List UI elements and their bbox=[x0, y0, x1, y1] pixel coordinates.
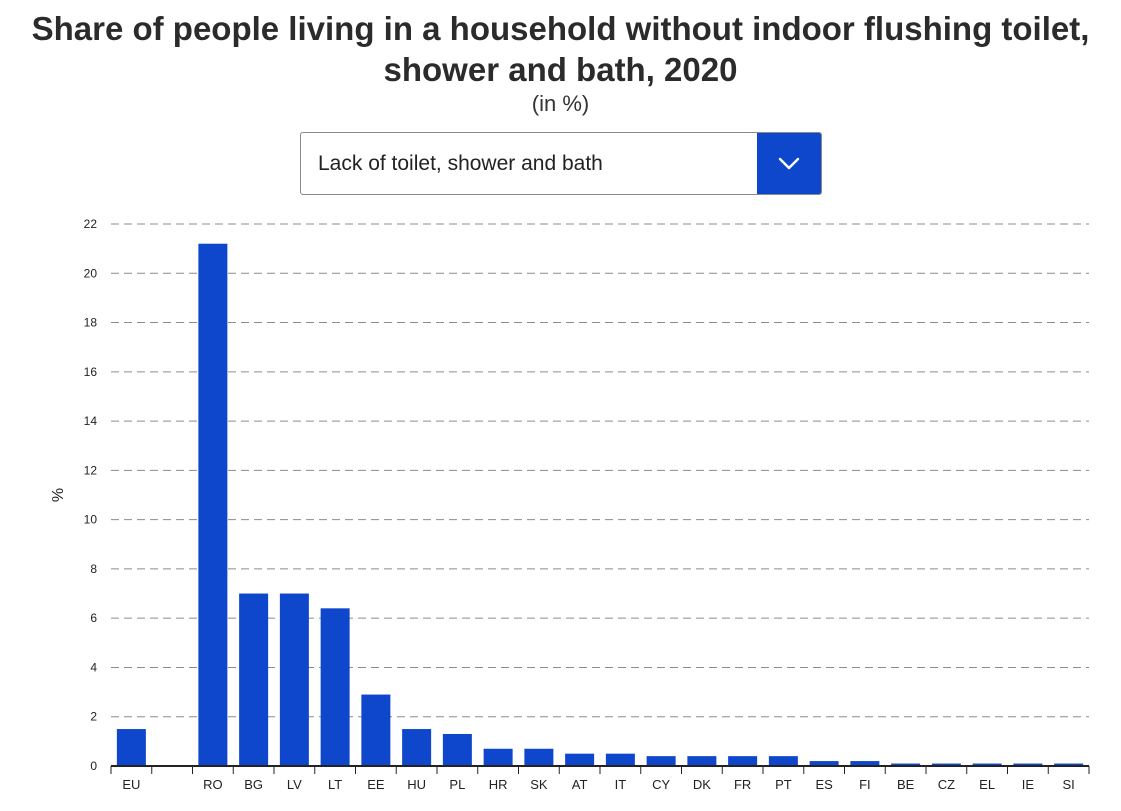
y-axis-label: % bbox=[50, 488, 67, 502]
x-tick-label: IT bbox=[615, 777, 627, 792]
x-tick-label: EL bbox=[979, 777, 995, 792]
x-tick-label: BE bbox=[897, 777, 915, 792]
x-tick-label: HU bbox=[407, 777, 426, 792]
bar-LT bbox=[320, 608, 350, 766]
bar-EE bbox=[361, 694, 391, 766]
chevron-down-icon bbox=[778, 157, 800, 170]
bar-SI bbox=[1054, 763, 1084, 766]
bar-DK bbox=[687, 756, 717, 766]
y-tick-label: 0 bbox=[90, 759, 97, 773]
x-tick-label: FR bbox=[734, 777, 751, 792]
y-tick-label: 20 bbox=[84, 266, 98, 280]
x-tick-label: CZ bbox=[938, 777, 955, 792]
x-tick-label: AT bbox=[572, 777, 588, 792]
bar-chart: 0 2 4 6 8 10 12 14 16 18 20 22% EU RO BG LV LT EE HU PL HR SK… bbox=[50, 217, 1090, 792]
bar-LV bbox=[279, 593, 309, 766]
bar-HR bbox=[483, 748, 513, 766]
y-tick-label: 8 bbox=[90, 562, 97, 576]
bar-BG bbox=[239, 593, 269, 766]
x-tick-label: SI bbox=[1062, 777, 1074, 792]
y-tick-label: 12 bbox=[84, 463, 98, 477]
x-tick-label: PT bbox=[775, 777, 792, 792]
x-tick-label: IE bbox=[1022, 777, 1035, 792]
x-tick-label: PL bbox=[449, 777, 465, 792]
chart-subtitle: (in %) bbox=[531, 91, 590, 116]
indicator-select-toggle-button[interactable] bbox=[757, 133, 821, 194]
y-tick-label: 6 bbox=[90, 611, 97, 625]
bar-CY bbox=[646, 756, 676, 766]
bar-FI bbox=[850, 761, 880, 766]
x-tick-label: LV bbox=[287, 777, 302, 792]
bar-AT bbox=[565, 753, 595, 766]
x-tick-label: DK bbox=[693, 777, 711, 792]
x-tick-label: BG bbox=[244, 777, 263, 792]
y-tick-label: 2 bbox=[90, 710, 97, 724]
y-tick-label: 22 bbox=[84, 217, 98, 231]
bar-HU bbox=[402, 729, 432, 766]
bar-EL bbox=[972, 763, 1002, 766]
x-tick-label: LT bbox=[328, 777, 342, 792]
y-tick-label: 16 bbox=[84, 365, 98, 379]
bar-ES bbox=[809, 761, 839, 766]
y-tick-label: 10 bbox=[84, 513, 98, 527]
bar-IE bbox=[1013, 763, 1043, 766]
y-tick-label: 14 bbox=[84, 414, 98, 428]
x-tick-label: EE bbox=[367, 777, 385, 792]
y-tick-label: 4 bbox=[90, 660, 97, 674]
bar-FR bbox=[728, 756, 758, 766]
x-tick-label: FI bbox=[859, 777, 871, 792]
bar-PL bbox=[442, 733, 472, 766]
chart-title: Share of people living in a household wi… bbox=[0, 8, 1121, 90]
indicator-select[interactable]: Lack of toilet, shower and bath bbox=[300, 132, 822, 195]
x-tick-label: ES bbox=[815, 777, 833, 792]
x-tick-label: RO bbox=[203, 777, 223, 792]
x-tick-label: HR bbox=[489, 777, 508, 792]
x-tick-label: SK bbox=[530, 777, 548, 792]
bar-BE bbox=[891, 763, 921, 766]
chart-title-line-2: shower and bath, 2020 bbox=[383, 51, 738, 88]
bar-PT bbox=[768, 756, 798, 766]
y-tick-label: 18 bbox=[84, 316, 98, 330]
x-tick-label: EU bbox=[122, 777, 140, 792]
bar-EU bbox=[116, 729, 146, 766]
bar-RO bbox=[198, 243, 228, 766]
bar-CZ bbox=[931, 763, 961, 766]
indicator-select-value: Lack of toilet, shower and bath bbox=[318, 152, 603, 175]
chart-title-line-1: Share of people living in a household wi… bbox=[31, 10, 1090, 47]
bar-SK bbox=[524, 748, 554, 766]
x-tick-label: CY bbox=[652, 777, 670, 792]
bar-IT bbox=[605, 753, 635, 766]
